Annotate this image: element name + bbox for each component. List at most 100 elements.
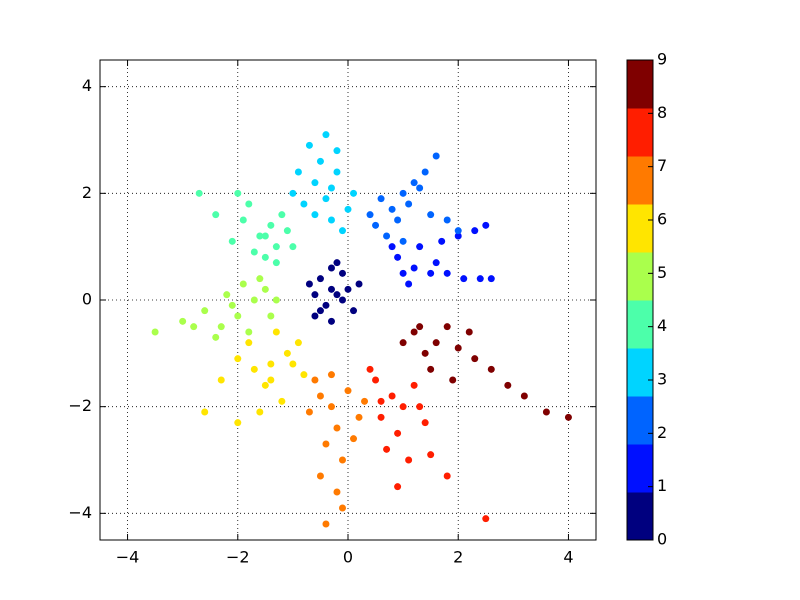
scatter-point [333,259,341,267]
scatter-point [482,221,490,229]
scatter-point [228,237,236,245]
scatter-point [487,275,495,283]
colorbar-band [627,252,653,301]
scatter-point [564,413,572,421]
scatter-point [410,381,418,389]
scatter-point [416,323,424,331]
scatter-point [421,349,429,357]
scatter-point [377,195,385,203]
scatter-point [482,515,490,523]
scatter-point [333,291,341,299]
scatter-point [256,232,264,240]
scatter-point [443,323,451,331]
scatter-point [394,216,402,224]
scatter-point [179,317,187,325]
scatter-point [449,376,457,384]
scatter-point [410,264,418,272]
scatter-point [311,179,319,187]
scatter-point [410,179,418,187]
scatter-point [443,472,451,480]
scatter-point [316,307,324,315]
scatter-point [471,355,479,363]
scatter-point [228,301,236,309]
x-tick-label: 2 [453,548,463,567]
scatter-point [416,403,424,411]
scatter-point [201,307,209,315]
scatter-point [438,237,446,245]
y-tick-label: 0 [82,290,92,309]
scatter-point [311,376,319,384]
scatter-point [261,253,269,261]
scatter-point [283,227,291,235]
scatter-point [399,339,407,347]
colorbar-tick-label: 1 [657,476,667,495]
scatter-point [405,280,413,288]
scatter-point [250,365,258,373]
scatter-point [212,211,220,219]
scatter-point [311,312,319,320]
scatter-point [327,403,335,411]
scatter-point [377,397,385,405]
scatter-point [432,339,440,347]
scatter-point [405,456,413,464]
scatter-point [327,371,335,379]
scatter-point [333,147,341,155]
scatter-point [300,200,308,208]
scatter-point [267,312,275,320]
scatter-point [195,189,203,197]
x-tick-label: −2 [226,548,250,567]
scatter-point [278,211,286,219]
scatter-point [217,323,225,331]
scatter-point [394,429,402,437]
scatter-point [223,291,231,299]
scatter-point [416,184,424,192]
scatter-point [294,168,302,176]
x-tick-label: 4 [563,548,573,567]
scatter-point [151,328,159,336]
scatter-point [272,296,280,304]
scatter-point [454,232,462,240]
scatter-point [361,397,369,405]
scatter-point [305,280,313,288]
scatter-point [338,227,346,235]
y-tick-label: −2 [68,396,92,415]
scatter-point [316,392,324,400]
scatter-point [443,269,451,277]
scatter-point [305,408,313,416]
scatter-point [256,275,264,283]
scatter-point [443,216,451,224]
scatter-point [399,237,407,245]
scatter-point [427,211,435,219]
scatter-point [245,328,253,336]
scatter-point [350,189,358,197]
scatter-point [344,205,352,213]
scatter-point [427,451,435,459]
scatter-point [377,413,385,421]
colorbar-band [627,492,653,541]
scatter-point [322,440,330,448]
scatter-point [388,392,396,400]
colorbar-band [627,348,653,397]
colorbar-band [627,204,653,253]
plot-frame [99,59,597,541]
scatter-point [399,189,407,197]
scatter-point [272,259,280,267]
scatter-point [327,285,335,293]
scatter-point [338,269,346,277]
colorbar-tick-label: 4 [657,316,667,335]
scatter-point [454,344,462,352]
scatter-point [327,184,335,192]
scatter-point [289,243,297,251]
scatter-point [460,275,468,283]
scatter-point [322,520,330,528]
colorbar-tick-label: 2 [657,423,667,442]
scatter-point [267,221,275,229]
scatter-point [338,456,346,464]
scatter-point [372,376,380,384]
scatter-point [322,131,330,139]
scatter-point [278,397,286,405]
scatter-point [333,488,341,496]
scatter-point [388,243,396,251]
x-tick-label: 0 [343,548,353,567]
